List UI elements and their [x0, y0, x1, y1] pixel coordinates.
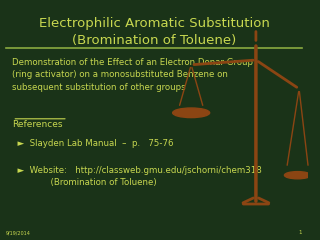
Text: 9/19/2014: 9/19/2014: [6, 230, 31, 235]
Text: ►  Website:   http://classweb.gmu.edu/jschorni/chem318
              (Brominatio: ► Website: http://classweb.gmu.edu/jscho…: [12, 166, 262, 187]
Text: ►  Slayden Lab Manual  –  p.   75-76: ► Slayden Lab Manual – p. 75-76: [12, 139, 174, 148]
Text: References: References: [12, 120, 63, 129]
Text: (Bromination of Toluene): (Bromination of Toluene): [72, 34, 236, 47]
Text: Demonstration of the Effect of an Electron Donar Group
(ring activator) on a mon: Demonstration of the Effect of an Electr…: [12, 58, 253, 92]
Text: 1: 1: [299, 230, 302, 235]
Text: Electrophilic Aromatic Substitution: Electrophilic Aromatic Substitution: [39, 17, 270, 30]
Ellipse shape: [284, 172, 311, 179]
Ellipse shape: [173, 108, 210, 118]
